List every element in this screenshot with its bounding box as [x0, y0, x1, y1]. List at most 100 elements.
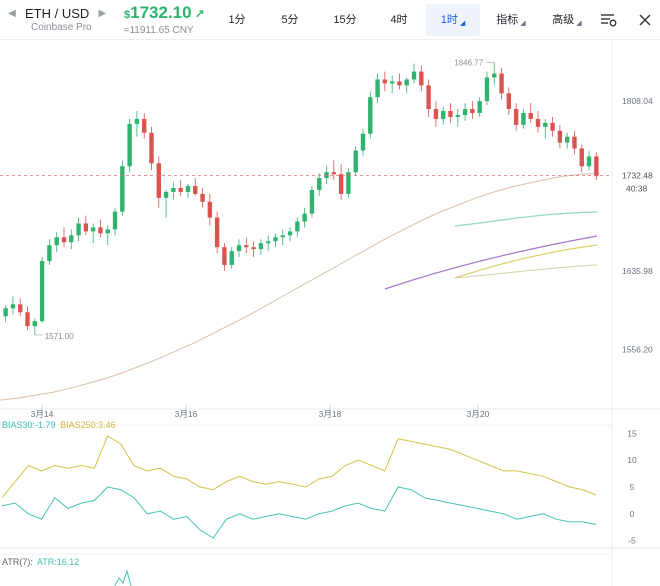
countdown-label: 40:38 — [626, 184, 648, 194]
candle — [280, 229, 285, 246]
candle-body — [375, 79, 380, 98]
candle — [382, 71, 388, 92]
candle-body — [142, 118, 147, 133]
candle — [3, 305, 8, 323]
candle-body — [389, 81, 395, 84]
candle — [149, 126, 154, 171]
candle-body — [557, 130, 563, 143]
candle — [251, 241, 256, 258]
candle — [338, 164, 344, 200]
candle-body — [441, 111, 446, 119]
chart-settings-icon[interactable] — [596, 8, 620, 32]
candle-body — [98, 227, 103, 234]
candle-body — [462, 109, 468, 115]
candle-body — [10, 304, 16, 309]
candle — [193, 178, 198, 196]
candle-body — [302, 213, 307, 222]
candle-body — [550, 122, 555, 131]
chevron-left-icon[interactable]: ◀ — [8, 7, 16, 19]
candle-body — [411, 71, 417, 80]
timeframe-1h[interactable]: 1时 ◢ — [426, 4, 480, 36]
candle — [375, 73, 380, 104]
candle-body — [535, 118, 541, 127]
candle — [112, 207, 118, 236]
candle-body — [193, 186, 198, 194]
atr-title: ATR(7): — [2, 557, 33, 567]
candle-body — [492, 73, 497, 78]
candle-body — [265, 241, 271, 244]
candle — [207, 193, 213, 226]
candle-body — [251, 247, 256, 250]
candle — [572, 130, 577, 155]
candle — [287, 227, 293, 242]
chart-area[interactable]: 1808.04 1635.98 1556.20 1732.48 40:38 1846.77… — [0, 40, 660, 586]
candle — [69, 229, 74, 250]
candle-body — [229, 251, 234, 265]
timeframe-15m[interactable]: 15分 — [333, 14, 357, 26]
candle-body — [61, 237, 67, 243]
candle — [317, 173, 322, 196]
timeframe-1m[interactable]: 1分 — [228, 14, 246, 26]
timeframe-5m[interactable]: 5分 — [281, 14, 299, 26]
candle — [492, 62, 497, 86]
bias-legend: BIAS30:-1.79 BIAS250:3.46 — [2, 420, 118, 430]
candle-body — [171, 187, 176, 192]
price-cny: ≈11911.65 CNY — [124, 25, 194, 36]
candle — [25, 306, 30, 331]
candle — [265, 235, 271, 252]
bias250-label: BIAS250:3.46 — [60, 420, 116, 430]
candle — [98, 219, 103, 238]
candle — [222, 243, 227, 271]
candle — [433, 101, 439, 127]
candle-body — [426, 85, 431, 110]
indicators-button[interactable]: 指标 ◢ — [496, 14, 526, 27]
pair-selector[interactable]: ◀ ETH / USD ▶ Coinbase Pro — [0, 0, 112, 40]
candle — [10, 296, 16, 315]
candle — [39, 257, 45, 324]
last-price-label: 1732.48 — [622, 171, 653, 181]
candle — [535, 111, 541, 133]
candle — [134, 111, 140, 137]
candle-body — [506, 93, 512, 110]
candle — [127, 118, 132, 173]
candle-body — [258, 243, 264, 250]
bias30-line — [1, 486, 597, 539]
candle — [543, 118, 548, 139]
price-axis-tick: 1808.04 — [622, 96, 653, 106]
candle-body — [353, 150, 358, 173]
candle — [484, 71, 490, 106]
advanced-button[interactable]: 高级 ◢ — [552, 14, 582, 27]
candle-body — [47, 245, 52, 261]
candle — [513, 103, 519, 131]
candle — [528, 103, 533, 123]
candle — [477, 97, 482, 117]
bias-axis-tick: -5 — [628, 536, 636, 546]
candle — [142, 113, 147, 139]
timeframe-4h[interactable]: 4时 — [390, 14, 408, 26]
moving-average-path — [0, 172, 601, 401]
candle-body — [499, 73, 504, 94]
candle — [163, 189, 169, 218]
candle — [550, 116, 555, 137]
candle — [499, 67, 504, 100]
candle — [404, 77, 409, 94]
candle — [32, 318, 38, 335]
candle — [309, 186, 315, 218]
candle — [564, 132, 570, 149]
candle — [419, 65, 424, 92]
candle-body — [368, 97, 373, 134]
candle-body — [207, 201, 213, 218]
candle — [586, 150, 592, 171]
corner-triangle-icon: ◢ — [520, 20, 526, 27]
chevron-right-icon[interactable]: ▶ — [98, 7, 107, 19]
candle — [61, 227, 67, 248]
close-icon[interactable] — [633, 8, 657, 32]
chart-canvas[interactable]: 1808.04 1635.98 1556.20 1732.48 40:38 1846.77… — [0, 40, 660, 586]
candle — [171, 182, 176, 200]
candle-body — [484, 77, 490, 102]
candle-body — [39, 260, 45, 322]
high-label: 1846.77 — [454, 59, 483, 68]
arrow-up-right-icon: ↗ — [194, 7, 205, 21]
candle — [360, 128, 366, 157]
candle — [462, 103, 468, 121]
